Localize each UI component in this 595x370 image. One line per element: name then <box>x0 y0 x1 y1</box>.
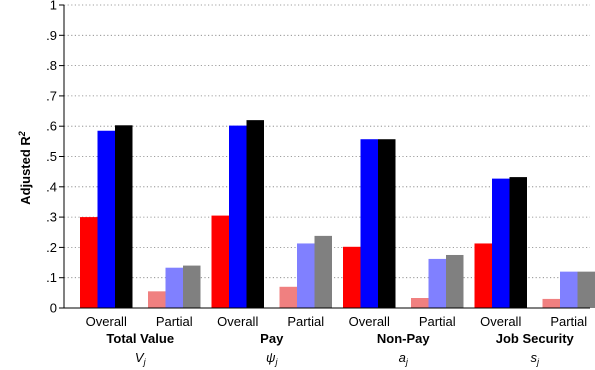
bar <box>229 125 247 309</box>
group-symbol: aj <box>399 350 409 367</box>
y-tick-label: .4 <box>46 179 57 194</box>
bar <box>115 125 133 308</box>
category-label: Overall <box>86 314 127 329</box>
group-title: Total Value <box>106 331 174 346</box>
y-tick-label: .5 <box>46 149 57 164</box>
bar <box>80 217 98 308</box>
labels: 0 .1 .2 .3 .4 .5 .6 .7 .8 .9 1 Overall Partial Total … <box>46 0 587 367</box>
bars <box>80 120 595 309</box>
y-tick-label: .3 <box>46 210 57 225</box>
group-symbol: sj <box>531 350 541 367</box>
category-label: Partial <box>550 314 587 329</box>
category-label: Partial <box>287 314 324 329</box>
bar <box>211 215 229 308</box>
y-tick-label: 1 <box>50 0 57 13</box>
bar <box>246 120 264 308</box>
group-title: Job Security <box>496 331 575 346</box>
group-symbol: ψj <box>266 350 278 367</box>
y-tick-label: .9 <box>46 28 57 43</box>
y-axis-label: Adjusted R2 <box>17 131 33 205</box>
y-tick-label: .8 <box>46 58 57 73</box>
category-label: Overall <box>217 314 258 329</box>
group-title: Non-Pay <box>377 331 431 346</box>
bar <box>148 291 166 308</box>
y-tick-label: .6 <box>46 119 57 134</box>
y-tick-label: 0 <box>50 301 57 316</box>
bar <box>165 267 183 308</box>
bar <box>343 246 361 308</box>
bar <box>560 271 578 308</box>
bar <box>183 265 201 308</box>
bar <box>360 139 378 308</box>
category-label: Partial <box>419 314 456 329</box>
y-tick-label: .2 <box>46 240 57 255</box>
axes <box>59 4 590 309</box>
bar <box>314 235 332 308</box>
bar <box>474 243 492 308</box>
category-label: Partial <box>156 314 193 329</box>
bar <box>492 178 510 308</box>
bar <box>509 177 527 308</box>
bar <box>428 258 446 308</box>
bar <box>542 298 560 308</box>
group-title: Pay <box>260 331 284 346</box>
y-tick-label: .7 <box>46 88 57 103</box>
y-tick-label: .1 <box>46 270 57 285</box>
y-axis-label-text: Adjusted R <box>18 136 33 205</box>
category-label: Overall <box>480 314 521 329</box>
bar <box>279 286 297 308</box>
bar <box>577 271 595 308</box>
group-symbol: Vj <box>135 350 147 367</box>
bar <box>97 130 115 308</box>
bar <box>411 298 429 308</box>
bar <box>378 139 396 308</box>
bar <box>297 243 315 308</box>
bar <box>446 254 464 308</box>
category-label: Overall <box>349 314 390 329</box>
y-axis-label-superscript: 2 <box>17 131 27 137</box>
